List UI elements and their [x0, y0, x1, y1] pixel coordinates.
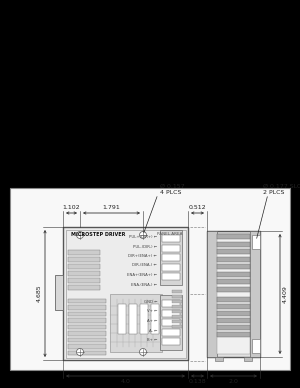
Circle shape [140, 348, 146, 355]
Bar [68, 338, 106, 342]
Bar [172, 319, 182, 323]
Bar [162, 319, 180, 326]
Bar [68, 250, 100, 255]
Text: 0.138: 0.138 [189, 379, 206, 384]
Bar [160, 295, 182, 350]
Bar [217, 272, 250, 277]
Bar [68, 318, 106, 322]
Bar [129, 304, 137, 334]
Text: PUL+(DIR+) ←: PUL+(DIR+) ← [129, 235, 157, 239]
Bar [160, 230, 182, 285]
Bar [172, 294, 182, 298]
Bar [252, 235, 260, 249]
Bar [65, 229, 185, 357]
Bar [162, 235, 180, 242]
Bar [217, 311, 250, 316]
Text: ENA-(ENA-) ←: ENA-(ENA-) ← [131, 282, 157, 286]
Bar [68, 305, 106, 310]
Bar [68, 350, 106, 355]
Bar [162, 254, 180, 261]
Text: 4.409: 4.409 [283, 285, 288, 303]
Bar [110, 294, 162, 352]
Text: ENA+(ENA+) ←: ENA+(ENA+) ← [127, 273, 157, 277]
Text: PUL-(DIR-) ←: PUL-(DIR-) ← [133, 244, 157, 248]
Bar [215, 357, 223, 361]
Bar [151, 304, 159, 334]
Bar [68, 344, 106, 348]
Bar [172, 289, 182, 293]
Bar [172, 305, 182, 308]
Text: 0.512: 0.512 [189, 205, 206, 210]
Bar [68, 257, 100, 262]
Circle shape [76, 232, 83, 239]
Bar [217, 264, 250, 269]
Circle shape [140, 232, 146, 239]
Bar [217, 234, 250, 239]
Bar [162, 310, 180, 317]
Bar [68, 264, 100, 269]
Text: 2.0: 2.0 [229, 379, 238, 384]
Text: A+ ←: A+ ← [147, 319, 157, 323]
Bar [68, 298, 106, 303]
Bar [172, 315, 182, 318]
Bar [162, 300, 180, 307]
Bar [217, 318, 250, 323]
Text: DIR+(ENA+) ←: DIR+(ENA+) ← [128, 254, 157, 258]
Bar [217, 286, 250, 291]
Bar [68, 324, 106, 329]
Text: Ø 0.157
4 PLCS: Ø 0.157 4 PLCS [160, 184, 184, 195]
Bar [162, 329, 180, 336]
Bar [217, 332, 250, 337]
Bar [10, 188, 290, 370]
Text: 4.0: 4.0 [121, 379, 130, 384]
Bar [68, 285, 100, 290]
Bar [217, 297, 250, 302]
Circle shape [76, 348, 83, 355]
Text: 4.685: 4.685 [37, 285, 42, 302]
Bar [68, 278, 100, 283]
Bar [207, 231, 260, 357]
Text: DIR-(ENA-) ←: DIR-(ENA-) ← [132, 263, 157, 267]
Bar [217, 249, 250, 254]
Bar [250, 231, 260, 357]
Bar [252, 339, 260, 353]
Bar [162, 338, 180, 345]
Bar [63, 227, 188, 360]
Bar [55, 275, 63, 310]
Bar [217, 256, 250, 262]
Bar [217, 234, 250, 354]
Bar [140, 304, 148, 334]
Text: PANEL AREA: PANEL AREA [157, 232, 183, 236]
Text: GND ←: GND ← [143, 300, 157, 304]
Bar [68, 271, 100, 276]
Bar [217, 304, 250, 309]
Text: Ø 0.177 SLOT
2 PLCS: Ø 0.177 SLOT 2 PLCS [263, 184, 300, 195]
Bar [207, 231, 217, 357]
Bar [68, 312, 106, 316]
Bar [162, 244, 180, 251]
Bar [172, 324, 182, 328]
Bar [162, 273, 180, 280]
Bar [172, 300, 182, 303]
Bar [244, 357, 252, 361]
Bar [217, 325, 250, 330]
Bar [68, 331, 106, 336]
Text: 1.791: 1.791 [103, 205, 120, 210]
Bar [217, 241, 250, 246]
Text: V+ ←: V+ ← [147, 310, 157, 314]
Text: MICROSTEP DRIVER: MICROSTEP DRIVER [71, 232, 125, 237]
Text: B+ ←: B+ ← [147, 338, 157, 342]
Text: A- ←: A- ← [148, 329, 157, 333]
Bar [172, 310, 182, 313]
Text: 1.102: 1.102 [63, 205, 80, 210]
Bar [162, 263, 180, 270]
Bar [217, 279, 250, 284]
Bar [118, 304, 126, 334]
